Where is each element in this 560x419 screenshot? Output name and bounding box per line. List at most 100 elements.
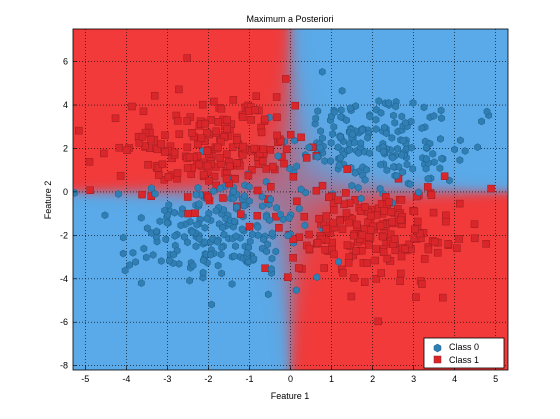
class0-point xyxy=(258,192,266,201)
class0-point xyxy=(420,103,428,112)
class1-point xyxy=(286,130,295,139)
class0-point xyxy=(101,211,109,220)
class0-point xyxy=(394,144,401,153)
class0-point xyxy=(219,223,226,232)
y-tick-label: -6 xyxy=(60,317,68,327)
class1-point xyxy=(345,218,353,227)
class0-point xyxy=(349,130,356,139)
class1-point xyxy=(295,264,303,272)
class0-point xyxy=(391,118,399,127)
class1-point xyxy=(321,245,329,254)
class0-point xyxy=(230,187,237,196)
class0-point xyxy=(337,132,344,141)
class0-point xyxy=(409,165,417,173)
class0-point xyxy=(409,99,417,107)
class0-point xyxy=(162,235,170,244)
class0-point xyxy=(366,149,374,158)
class1-point xyxy=(410,234,419,243)
class1-point xyxy=(470,220,479,228)
class0-point xyxy=(318,67,326,76)
y-tick-label: 6 xyxy=(63,57,68,67)
class1-point xyxy=(385,198,393,206)
class1-point xyxy=(261,115,269,124)
class0-point xyxy=(346,104,354,112)
class0-point xyxy=(390,111,397,120)
class0-point xyxy=(228,280,236,288)
class1-point xyxy=(356,207,365,215)
class0-point xyxy=(149,251,157,259)
class0-point xyxy=(357,194,365,203)
class1-point xyxy=(372,245,380,253)
class1-point xyxy=(379,248,388,256)
class0-point xyxy=(295,204,303,213)
class1-point xyxy=(229,96,238,104)
class1-point xyxy=(273,131,281,140)
class0-point xyxy=(199,268,207,277)
class0-point xyxy=(249,230,256,239)
class1-point xyxy=(420,255,429,263)
class1-point xyxy=(367,212,375,220)
class1-point xyxy=(158,160,167,169)
class1-point xyxy=(259,145,268,153)
class1-point xyxy=(455,199,464,208)
class0-point xyxy=(143,224,151,233)
class1-point xyxy=(216,153,224,162)
class1-point xyxy=(161,148,169,156)
class1-point xyxy=(267,183,275,191)
class1-point xyxy=(284,273,292,281)
class1-point xyxy=(424,245,433,254)
class1-point xyxy=(214,118,222,126)
class1-point xyxy=(453,244,461,252)
class0-point xyxy=(380,147,387,156)
class1-point xyxy=(397,252,406,261)
class1-point xyxy=(219,194,227,202)
class0-point xyxy=(317,127,324,135)
class1-point xyxy=(363,259,371,267)
class1-point xyxy=(397,269,405,278)
class1-point xyxy=(318,181,327,190)
class0-point xyxy=(343,116,350,125)
class0-point xyxy=(201,223,209,232)
class1-point xyxy=(412,293,420,301)
class0-point xyxy=(451,145,458,154)
class0-point xyxy=(430,158,438,167)
class0-point xyxy=(398,151,406,159)
class1-point xyxy=(358,231,367,239)
class1-point xyxy=(411,225,419,234)
class1-point xyxy=(325,193,333,202)
class0-point xyxy=(430,112,438,120)
class1-point xyxy=(338,225,347,234)
class1-point xyxy=(185,153,194,162)
class0-point xyxy=(246,237,254,246)
class0-point xyxy=(456,156,464,164)
class0-point xyxy=(163,219,171,227)
class0-point xyxy=(171,232,179,240)
class1-point xyxy=(487,184,495,193)
class0-point xyxy=(352,102,360,110)
class1-point xyxy=(223,125,231,133)
class0-point xyxy=(264,290,272,299)
class0-point xyxy=(180,233,188,241)
class1-point xyxy=(360,278,369,286)
class0-point xyxy=(212,206,220,215)
class1-point xyxy=(312,186,321,195)
class1-point xyxy=(343,241,352,249)
class0-point xyxy=(355,149,362,157)
class1-point xyxy=(427,191,436,199)
class0-point xyxy=(383,129,390,138)
class1-point xyxy=(128,102,136,111)
class0-point xyxy=(232,232,240,241)
class0-point xyxy=(330,123,338,131)
x-tick-label: -2 xyxy=(204,374,212,384)
class0-point xyxy=(137,279,145,287)
class1-point xyxy=(233,159,241,167)
class1-point xyxy=(250,144,259,153)
class1-point xyxy=(259,157,267,165)
class1-point xyxy=(153,145,162,154)
class0-point xyxy=(192,190,200,199)
class0-point xyxy=(327,157,334,165)
class1-point xyxy=(342,209,351,217)
class0-point xyxy=(415,188,423,197)
class0-point xyxy=(313,152,321,161)
class0-point xyxy=(194,183,202,192)
